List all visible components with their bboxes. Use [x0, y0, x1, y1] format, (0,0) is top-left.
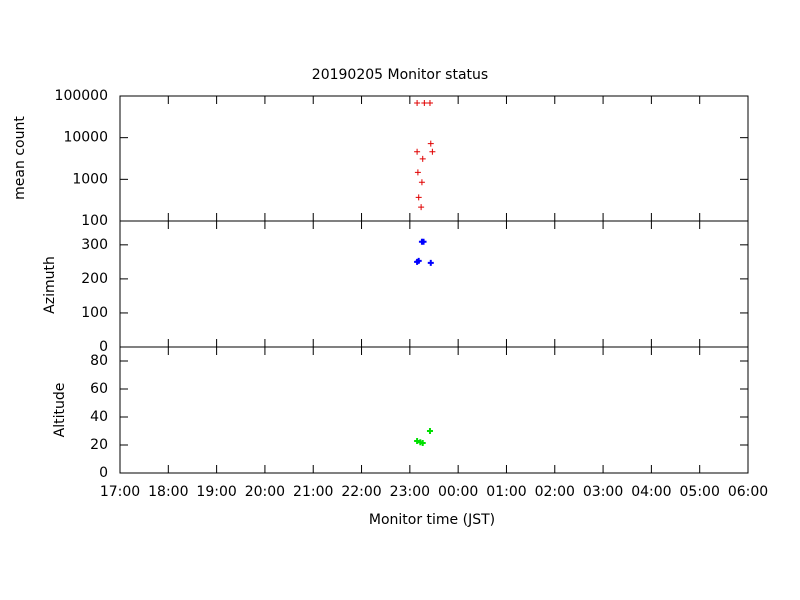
y-tick-label: 0: [99, 465, 108, 481]
y-tick-label: 200: [81, 271, 108, 287]
y-tick-label: 80: [90, 353, 108, 369]
x-tick-label: 19:00: [196, 484, 236, 500]
x-tick-label: 17:00: [100, 484, 140, 500]
y-tick-label: 100: [81, 305, 108, 321]
data-point: [418, 204, 425, 211]
y-axis-label: mean count: [12, 116, 28, 200]
chart-title: 20190205 Monitor status: [312, 67, 488, 83]
x-tick-label: 06:00: [728, 484, 768, 500]
x-tick-label: 03:00: [583, 484, 623, 500]
y-tick-label: 20: [90, 437, 108, 453]
data-point: [414, 169, 421, 176]
x-tick-label: 01:00: [486, 484, 526, 500]
x-tick-label: 05:00: [680, 484, 720, 500]
x-tick-label: 02:00: [535, 484, 575, 500]
y-tick-label: 300: [81, 237, 108, 253]
data-point: [414, 437, 421, 444]
y-tick-label: 40: [90, 409, 108, 425]
data-point: [426, 428, 433, 434]
data-point: [429, 148, 436, 155]
y-tick-label: 100: [81, 213, 108, 229]
y-tick-label: 100000: [55, 88, 108, 104]
data-point: [420, 238, 427, 245]
data-point: [414, 148, 421, 155]
y-axis-label: Altitude: [52, 383, 68, 438]
data-point: [415, 194, 422, 201]
data-point: [414, 99, 421, 106]
data-point: [426, 99, 433, 106]
data-point: [427, 140, 434, 147]
y-tick-label: 60: [90, 381, 108, 397]
data-point: [421, 99, 428, 106]
x-axis-label: Monitor time (JST): [369, 512, 495, 528]
x-tick-label: 18:00: [148, 484, 188, 500]
x-tick-label: 20:00: [245, 484, 285, 500]
data-point: [419, 440, 426, 447]
y-tick-label: 10000: [63, 130, 108, 146]
data-point: [427, 259, 434, 266]
x-tick-label: 04:00: [631, 484, 671, 500]
plot-frame: [119, 346, 749, 474]
x-tick-label: 21:00: [293, 484, 333, 500]
data-point: [418, 179, 425, 186]
y-axis-label: Azimuth: [42, 256, 58, 314]
x-tick-label: 00:00: [438, 484, 478, 500]
data-point: [419, 155, 426, 162]
x-tick-label: 23:00: [390, 484, 430, 500]
y-tick-label: 1000: [72, 171, 108, 187]
y-tick-label: 0: [99, 339, 108, 355]
x-tick-label: 22:00: [341, 484, 381, 500]
data-point: [415, 257, 422, 264]
